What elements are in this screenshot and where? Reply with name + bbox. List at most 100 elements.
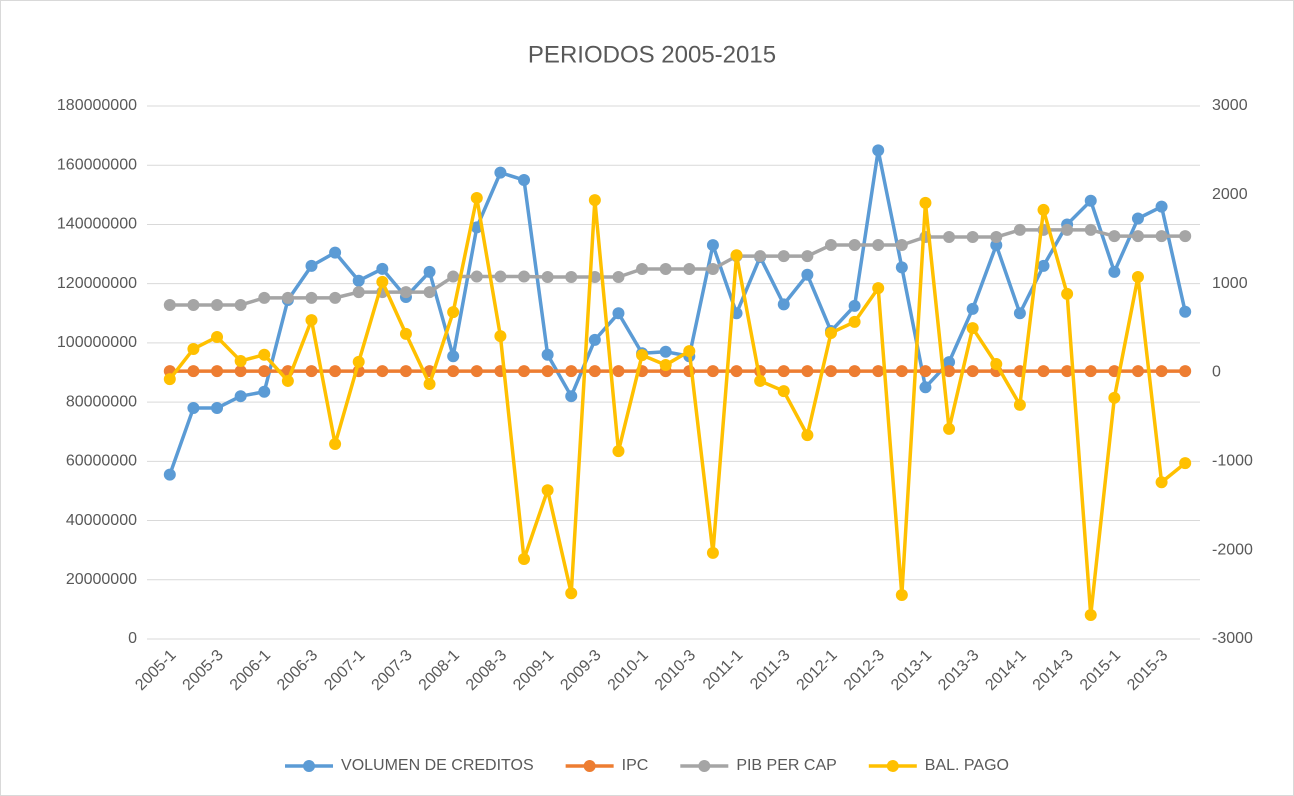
data-point	[211, 402, 224, 415]
data-point	[541, 271, 554, 284]
data-point	[518, 270, 531, 283]
data-point	[848, 365, 861, 378]
data-point	[1061, 223, 1074, 236]
data-point	[565, 365, 578, 378]
data-point	[234, 298, 247, 311]
y-tick-label: 40000000	[66, 512, 137, 529]
data-point	[541, 484, 554, 497]
data-point	[329, 246, 342, 259]
data-point	[636, 263, 649, 276]
data-point	[399, 327, 412, 340]
y2-tick-label: -2000	[1212, 541, 1253, 558]
legend-item: PIB PER CAP	[680, 757, 837, 774]
data-point	[966, 322, 979, 335]
series-line	[168, 196, 1187, 617]
data-point	[919, 381, 932, 394]
data-point	[777, 250, 790, 263]
data-point	[447, 365, 460, 378]
data-point	[187, 402, 200, 415]
data-point	[329, 365, 342, 378]
data-point	[1108, 265, 1121, 278]
data-point	[447, 350, 460, 363]
data-point	[494, 166, 507, 179]
legend-item: VOLUMEN DE CREDITOS	[285, 757, 534, 774]
data-point	[163, 298, 176, 311]
data-point	[1013, 307, 1026, 320]
y2-tick-label: 3000	[1212, 97, 1248, 114]
data-point	[824, 326, 837, 339]
legend-item: IPC	[565, 757, 648, 774]
data-point	[777, 298, 790, 311]
data-point	[872, 365, 885, 378]
legend-label: VOLUMEN DE CREDITOS	[341, 757, 534, 774]
data-point	[281, 291, 294, 304]
data-point	[848, 239, 861, 252]
data-point	[1179, 457, 1192, 470]
legend-marker	[303, 760, 316, 772]
data-point	[777, 365, 790, 378]
data-point	[777, 385, 790, 398]
legend-item: BAL. PAGO	[868, 757, 1009, 774]
y-tick-label: 80000000	[66, 393, 137, 410]
data-point	[376, 365, 389, 378]
data-point	[211, 298, 224, 311]
legend-label: PIB PER CAP	[736, 757, 836, 774]
data-point	[234, 354, 247, 367]
y2-tick-label: -3000	[1212, 630, 1253, 647]
data-point	[423, 286, 436, 299]
data-point	[305, 314, 318, 327]
data-point	[990, 358, 1003, 371]
data-point	[943, 356, 956, 369]
data-point	[518, 174, 531, 187]
data-point	[683, 345, 696, 358]
data-point	[1084, 365, 1097, 378]
data-point	[588, 365, 601, 378]
data-point	[376, 262, 389, 275]
data-point	[1155, 200, 1168, 213]
legend-marker	[583, 760, 596, 772]
data-point	[990, 231, 1003, 244]
data-point	[565, 271, 578, 284]
data-point	[872, 144, 885, 157]
data-point	[187, 342, 200, 355]
data-point	[801, 250, 814, 263]
data-point	[943, 231, 956, 244]
data-point	[588, 194, 601, 207]
y-tick-label: 60000000	[66, 453, 137, 470]
data-point	[1037, 259, 1050, 272]
data-point	[470, 270, 483, 283]
data-point	[329, 291, 342, 304]
data-point	[872, 239, 885, 252]
data-point	[258, 365, 271, 378]
data-point	[1037, 203, 1050, 216]
data-point	[730, 249, 743, 262]
data-point	[895, 239, 908, 252]
data-point	[966, 365, 979, 378]
data-point	[659, 263, 672, 276]
data-point	[824, 239, 837, 252]
data-point	[494, 270, 507, 283]
data-point	[565, 390, 578, 403]
data-point	[352, 355, 365, 368]
y-tick-label: 120000000	[57, 275, 137, 292]
data-point	[305, 365, 318, 378]
data-point	[1131, 230, 1144, 243]
legend-marker	[698, 760, 711, 772]
data-point	[1084, 609, 1097, 622]
data-point	[234, 365, 247, 378]
data-point	[1131, 271, 1144, 284]
data-point	[966, 231, 979, 244]
y2-tick-label: 1000	[1212, 275, 1248, 292]
data-point	[423, 378, 436, 391]
data-point	[352, 286, 365, 299]
series-line	[168, 148, 1187, 476]
data-point	[211, 330, 224, 343]
data-point	[1179, 305, 1192, 318]
data-point	[801, 365, 814, 378]
data-point	[1131, 212, 1144, 225]
data-point	[1084, 223, 1097, 236]
data-point	[1013, 398, 1026, 411]
y2-tick-label: 0	[1212, 364, 1221, 381]
